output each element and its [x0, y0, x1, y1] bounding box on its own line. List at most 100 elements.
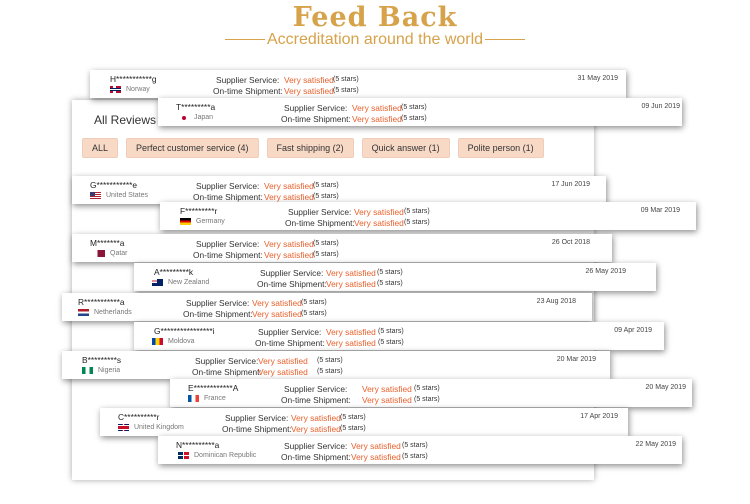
supplier-service-stars: (5 stars): [301, 299, 327, 306]
netherlands-flag-icon: [78, 309, 89, 316]
supplier-service-stars: (5 stars): [402, 442, 428, 449]
review-date: 09 Mar 2019: [640, 207, 680, 214]
review-card: E************A France Supplier Service: On-…: [170, 379, 692, 407]
reviewer-name: M*******a: [90, 238, 125, 248]
on-time-shipment-label: On-time Shipment:: [281, 395, 351, 405]
france-flag-icon: [188, 395, 199, 402]
reviewer-name: G***********e: [90, 180, 138, 190]
supplier-service-stars: (5 stars): [313, 240, 339, 247]
page-subtitle: Accreditation around the world: [0, 31, 750, 49]
reviewer-country: United Kingdom: [134, 424, 184, 431]
on-time-shipment-label: On-time Shipment:: [192, 367, 262, 377]
reviewer-name: E************A: [188, 383, 239, 393]
on-time-shipment-stars: (5 stars): [414, 396, 440, 403]
subtitle-line-left: [224, 39, 265, 41]
us-flag-icon: [90, 192, 101, 199]
subtitle-line-right: [485, 39, 526, 41]
on-time-shipment-rating: Very satisfied: [291, 424, 341, 434]
on-time-shipment-stars: (5 stars): [333, 87, 359, 94]
review-card: C**********r United Kingdom Supplier Servi…: [100, 408, 628, 436]
supplier-service-stars: (5 stars): [401, 104, 427, 111]
supplier-service-rating: Very satisfied: [264, 239, 314, 249]
supplier-service-label: Supplier Service:: [196, 181, 260, 191]
on-time-shipment-stars: (5 stars): [317, 368, 343, 375]
on-time-shipment-rating: Very satisfied: [258, 367, 308, 377]
reviewer-country: Japan: [194, 114, 214, 121]
supplier-service-stars: (5 stars): [340, 414, 366, 421]
review-date: 26 May 2019: [585, 268, 626, 275]
on-time-shipment-rating: Very satisfied: [252, 309, 302, 319]
reviews-panel-title: All Reviews: [94, 113, 157, 127]
on-time-shipment-stars: (5 stars): [401, 115, 427, 122]
on-time-shipment-rating: Very satisfied: [352, 114, 402, 124]
supplier-service-stars: (5 stars): [378, 328, 404, 335]
on-time-shipment-rating: Very satisfied: [326, 338, 376, 348]
reviewer-country: Netherlands: [94, 309, 132, 316]
supplier-service-rating: Very satisfied: [284, 75, 334, 85]
review-card: N**********a Dominican Republic Supplier S…: [158, 436, 682, 464]
supplier-service-rating: Very satisfied: [258, 356, 308, 366]
filter-polite-person[interactable]: Polite person (1): [457, 138, 544, 158]
on-time-shipment-label: On-time Shipment:: [255, 338, 325, 348]
subtitle-text: Accreditation around the world: [266, 31, 484, 48]
on-time-shipment-rating: Very satisfied: [326, 279, 376, 289]
on-time-shipment-stars: (5 stars): [378, 339, 404, 346]
reviewer-country: France: [204, 395, 226, 402]
supplier-service-rating: Very satisfied: [252, 298, 302, 308]
dominican-republic-flag-icon: [178, 452, 189, 459]
supplier-service-label: Supplier Service:: [195, 356, 259, 366]
review-card: M*******a Qatar Supplier Service: On-time S…: [72, 234, 612, 262]
supplier-service-rating: Very satisfied: [351, 441, 401, 451]
reviewer-name: T*********a: [176, 102, 216, 112]
on-time-shipment-stars: (5 stars): [402, 453, 428, 460]
on-time-shipment-label: On-time Shipment:: [281, 114, 351, 124]
on-time-shipment-stars: (5 stars): [340, 425, 366, 432]
reviewer-country: Moldova: [168, 338, 195, 345]
filter-fast-shipping[interactable]: Fast shipping (2): [266, 138, 354, 158]
supplier-service-label: Supplier Service:: [284, 441, 348, 451]
filter-perfect-customer-service[interactable]: Perfect customer service (4): [126, 138, 259, 158]
supplier-service-label: Supplier Service:: [288, 207, 352, 217]
reviewer-name: C**********r: [118, 412, 160, 422]
review-date: 23 Aug 2018: [536, 298, 576, 305]
on-time-shipment-stars: (5 stars): [404, 219, 430, 226]
supplier-service-label: Supplier Service:: [260, 268, 324, 278]
reviewer-name: F*********r: [180, 206, 218, 216]
on-time-shipment-rating: Very satisfied: [354, 218, 404, 228]
supplier-service-label: Supplier Service:: [186, 298, 250, 308]
reviewer-name: G****************i: [154, 326, 215, 336]
review-date: 26 Oct 2018: [551, 239, 590, 246]
filter-all[interactable]: ALL: [82, 138, 119, 158]
reviewer-country: New Zealand: [168, 279, 210, 286]
qatar-flag-icon: [94, 250, 105, 257]
review-card: A*********k New Zealand Supplier Service: O…: [134, 263, 656, 291]
review-card: G****************i Moldova Supplier Servic…: [134, 322, 664, 350]
supplier-service-rating: Very satisfied: [326, 327, 376, 337]
reviewer-country: Norway: [126, 86, 150, 93]
review-date: 20 May 2019: [645, 384, 686, 391]
on-time-shipment-label: On-time Shipment:: [193, 250, 263, 260]
review-card: R***********a Netherlands Supplier Service…: [62, 293, 592, 321]
on-time-shipment-rating: Very satisfied: [264, 192, 314, 202]
review-date: 09 Jun 2019: [641, 103, 680, 110]
supplier-service-stars: (5 stars): [414, 385, 440, 392]
review-card: B*********s Nigeria Supplier Service: On-ti…: [62, 351, 610, 379]
review-card: T*********a Japan Supplier Service: On-time…: [158, 98, 682, 126]
supplier-service-stars: (5 stars): [333, 76, 359, 83]
moldova-flag-icon: [152, 338, 163, 345]
supplier-service-label: Supplier Service:: [284, 384, 348, 394]
on-time-shipment-label: On-time Shipment:: [183, 309, 253, 319]
on-time-shipment-stars: (5 stars): [377, 280, 403, 287]
reviewer-country: Dominican Republic: [194, 452, 257, 459]
supplier-service-rating: Very satisfied: [352, 103, 402, 113]
reviewer-name: A*********k: [154, 267, 194, 277]
review-date: 17 Jun 2019: [551, 181, 590, 188]
supplier-service-stars: (5 stars): [377, 269, 403, 276]
review-date: 22 May 2019: [635, 441, 676, 448]
reviewer-country: Germany: [196, 218, 225, 225]
supplier-service-rating: Very satisfied: [291, 413, 341, 423]
on-time-shipment-rating: Very satisfied: [284, 86, 334, 96]
on-time-shipment-label: On-time Shipment:: [213, 86, 283, 96]
germany-flag-icon: [180, 218, 191, 225]
filter-quick-answer[interactable]: Quick answer (1): [361, 138, 450, 158]
